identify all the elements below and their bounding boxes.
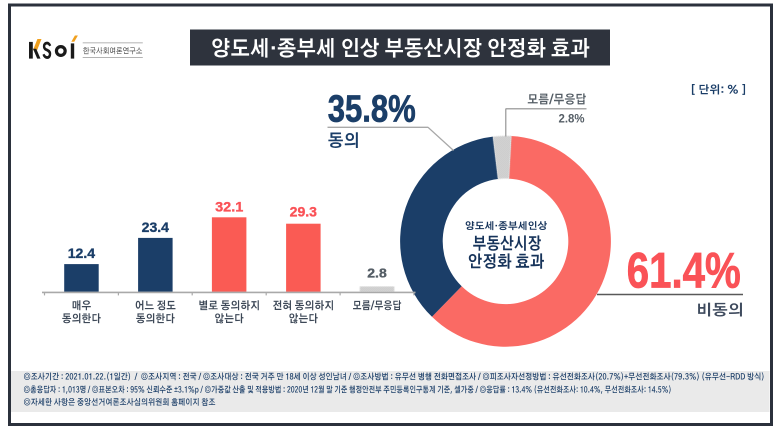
svg-text:12.4: 12.4: [68, 245, 96, 261]
svg-text:29.3: 29.3: [290, 204, 318, 220]
svg-text:23.4: 23.4: [142, 219, 170, 235]
svg-text:2.8: 2.8: [367, 267, 387, 281]
svg-text:32.1: 32.1: [215, 198, 243, 214]
svg-text:61.4%: 61.4%: [627, 242, 741, 298]
svg-text:35.8%: 35.8%: [328, 89, 416, 131]
svg-text:2.8%: 2.8%: [559, 111, 585, 125]
